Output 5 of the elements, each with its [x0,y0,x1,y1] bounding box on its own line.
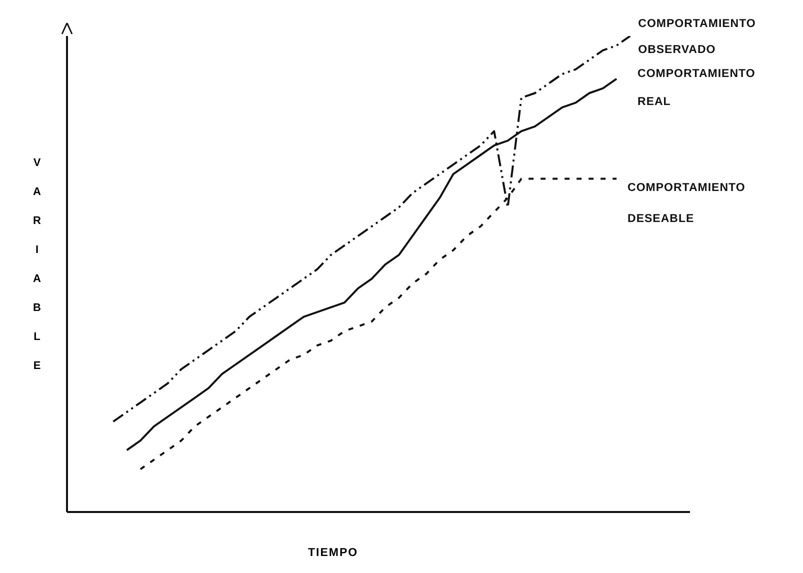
text: VARIABLE [33,157,41,372]
text: COMPORTAMIENTO REAL [638,68,756,108]
x-axis-title: TIEMPO [308,547,358,559]
text: COMPORTAMIENTO OBSERVADO [638,18,756,56]
text: COMPORTAMIENTO DESEABLE [628,182,746,225]
